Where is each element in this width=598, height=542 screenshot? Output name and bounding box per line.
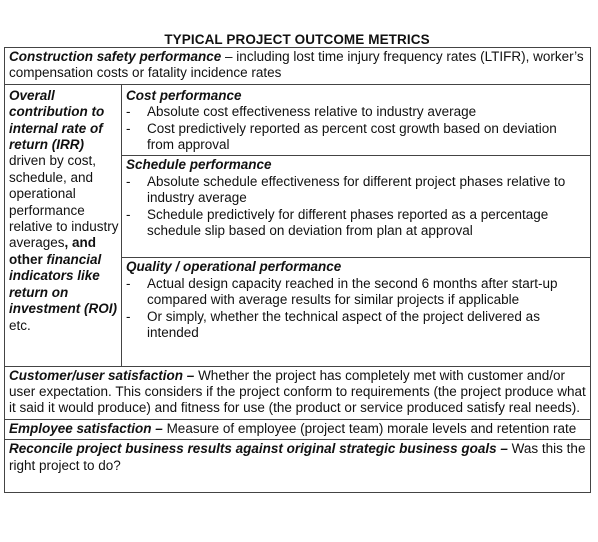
list-item: Absolute schedule effectiveness for diff… xyxy=(126,174,586,207)
schedule-section: Schedule performance Absolute schedule e… xyxy=(122,155,590,257)
customer-satisfaction-cell: Customer/user satisfaction – Whether the… xyxy=(4,365,591,420)
construction-safety-text: – including lost time injury frequency r… xyxy=(9,49,584,81)
schedule-heading: Schedule performance xyxy=(126,157,272,173)
and-other-text: , and other xyxy=(9,235,97,267)
cost-section: Cost performance Absolute cost effective… xyxy=(126,88,586,156)
reconcile-goals-text: Was this the right project to do? xyxy=(9,441,586,473)
row-customer-satisfaction: Customer/user satisfaction – Whether the… xyxy=(4,365,591,420)
irr-text: driven by cost, schedule, and operationa… xyxy=(9,153,119,251)
row-employee-satisfaction: Employee satisfaction – Measure of emplo… xyxy=(4,418,591,441)
metrics-table: Construction safety performance – includ… xyxy=(4,47,591,493)
performance-cell: Cost performance Absolute cost effective… xyxy=(121,83,591,367)
customer-satisfaction-text: Whether the project has completely met w… xyxy=(9,367,586,416)
row-construction-safety: Construction safety performance – includ… xyxy=(4,47,591,85)
quality-list: Actual design capacity reached in the se… xyxy=(126,276,586,342)
reconcile-goals-heading: Reconcile project business results again… xyxy=(9,441,508,457)
list-item: Schedule predictively for different phas… xyxy=(126,207,586,240)
row-reconcile-goals: Reconcile project business results again… xyxy=(4,439,591,493)
list-item: Actual design capacity reached in the se… xyxy=(126,276,586,309)
reconcile-goals-cell: Reconcile project business results again… xyxy=(4,439,591,493)
list-item: Cost predictively reported as percent co… xyxy=(126,121,586,154)
etc-text: etc. xyxy=(9,317,31,333)
customer-satisfaction-heading: Customer/user satisfaction – xyxy=(9,367,195,383)
construction-safety-cell: Construction safety performance – includ… xyxy=(4,47,591,85)
cost-heading: Cost performance xyxy=(126,87,242,103)
employee-satisfaction-text: Measure of employee (project team) moral… xyxy=(162,420,577,436)
quality-section: Quality / operational performance Actual… xyxy=(122,257,590,343)
financial-indicators-cell: Overall contribution to internal rate of… xyxy=(4,83,122,367)
row-performance: Overall contribution to internal rate of… xyxy=(4,83,591,367)
page-title: TYPICAL PROJECT OUTCOME METRICS xyxy=(164,32,430,47)
quality-heading: Quality / operational performance xyxy=(126,259,342,275)
employee-satisfaction-heading: Employee satisfaction – xyxy=(9,420,163,436)
schedule-list: Absolute schedule effectiveness for diff… xyxy=(126,174,586,240)
list-item: Or simply, whether the technical aspect … xyxy=(126,309,586,342)
cost-list: Absolute cost effectiveness relative to … xyxy=(126,104,586,153)
construction-safety-heading: Construction safety performance xyxy=(9,49,222,64)
metrics-document: TYPICAL PROJECT OUTCOME METRICS Construc… xyxy=(4,32,591,493)
employee-satisfaction-cell: Employee satisfaction – Measure of emplo… xyxy=(4,418,591,441)
list-item: Absolute cost effectiveness relative to … xyxy=(126,104,586,121)
irr-heading: Overall contribution to internal rate of… xyxy=(9,87,105,153)
roi-heading: financial indicators like return on inve… xyxy=(9,251,118,317)
